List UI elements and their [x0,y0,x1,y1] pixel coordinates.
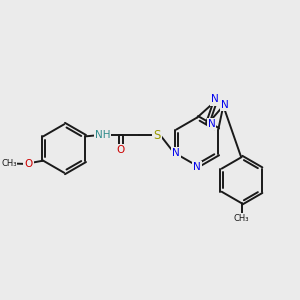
Text: S: S [153,129,160,142]
Text: N: N [211,94,219,104]
Text: O: O [116,145,125,155]
Text: N: N [194,162,201,172]
Text: N: N [172,148,179,158]
Text: O: O [24,159,32,169]
Text: NH: NH [94,130,110,140]
Text: N: N [221,100,229,110]
Text: CH₃: CH₃ [234,214,249,223]
Text: CH₃: CH₃ [1,159,16,168]
Text: N: N [208,119,215,129]
